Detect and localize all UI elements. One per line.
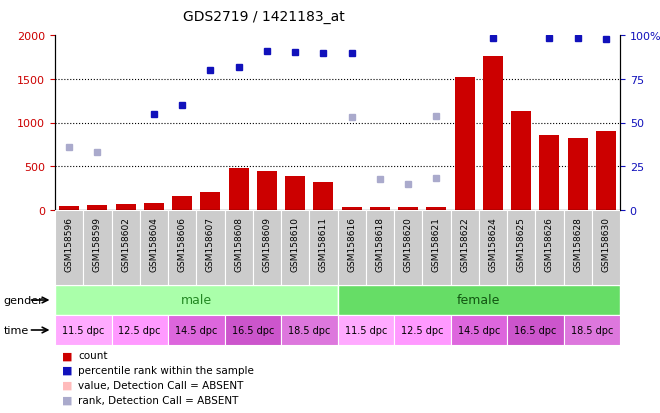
Text: GSM158607: GSM158607 <box>206 216 215 271</box>
Bar <box>592 211 620 285</box>
Bar <box>451 211 478 285</box>
Text: GSM158602: GSM158602 <box>121 216 130 271</box>
Text: GSM158611: GSM158611 <box>319 216 328 271</box>
Bar <box>596 132 616 211</box>
Text: 11.5 dpc: 11.5 dpc <box>62 325 104 335</box>
Bar <box>422 211 451 285</box>
Bar <box>455 78 475 211</box>
Text: ■: ■ <box>61 380 72 390</box>
Text: rank, Detection Call = ABSENT: rank, Detection Call = ABSENT <box>78 395 238 405</box>
Text: percentile rank within the sample: percentile rank within the sample <box>78 365 254 375</box>
Text: GSM158622: GSM158622 <box>460 216 469 271</box>
Text: 12.5 dpc: 12.5 dpc <box>119 325 161 335</box>
Bar <box>398 208 418 211</box>
Bar <box>507 315 564 345</box>
Bar <box>140 211 168 285</box>
Text: male: male <box>181 294 212 307</box>
Text: ■: ■ <box>61 350 72 360</box>
Bar <box>201 192 220 211</box>
Bar <box>507 211 535 285</box>
Bar <box>539 135 559 211</box>
Text: 16.5 dpc: 16.5 dpc <box>232 325 274 335</box>
Bar <box>564 211 592 285</box>
Text: GSM158610: GSM158610 <box>290 216 300 271</box>
Text: GSM158624: GSM158624 <box>488 216 498 271</box>
Text: GSM158596: GSM158596 <box>65 216 74 271</box>
Bar <box>314 183 333 211</box>
Text: GSM158616: GSM158616 <box>347 216 356 271</box>
Bar <box>144 204 164 211</box>
Text: GSM158606: GSM158606 <box>178 216 187 271</box>
Text: female: female <box>457 294 500 307</box>
Text: GSM158620: GSM158620 <box>404 216 412 271</box>
Text: ■: ■ <box>61 395 72 405</box>
Bar <box>366 211 394 285</box>
Bar <box>88 205 108 211</box>
Text: GSM158621: GSM158621 <box>432 216 441 271</box>
Bar <box>55 285 337 315</box>
Bar <box>394 315 451 345</box>
Bar <box>83 211 112 285</box>
Bar <box>478 211 507 285</box>
Text: GSM158604: GSM158604 <box>149 216 158 271</box>
Bar <box>512 112 531 211</box>
Bar <box>564 315 620 345</box>
Text: count: count <box>78 350 108 360</box>
Bar <box>394 211 422 285</box>
Bar <box>172 197 192 211</box>
Text: 16.5 dpc: 16.5 dpc <box>514 325 556 335</box>
Text: GSM158628: GSM158628 <box>573 216 582 271</box>
Text: GSM158608: GSM158608 <box>234 216 243 271</box>
Bar <box>342 208 362 211</box>
Text: 18.5 dpc: 18.5 dpc <box>570 325 613 335</box>
Bar <box>168 211 196 285</box>
Text: 14.5 dpc: 14.5 dpc <box>457 325 500 335</box>
Text: gender: gender <box>3 295 43 305</box>
Bar <box>568 139 587 211</box>
Text: GSM158618: GSM158618 <box>376 216 384 271</box>
Bar <box>310 211 337 285</box>
Bar <box>55 315 112 345</box>
Bar <box>535 211 564 285</box>
Text: ■: ■ <box>61 365 72 375</box>
Bar <box>483 57 503 211</box>
Text: GSM158626: GSM158626 <box>545 216 554 271</box>
Bar <box>229 169 249 211</box>
Bar <box>112 315 168 345</box>
Bar <box>257 172 277 211</box>
Bar <box>337 315 394 345</box>
Text: GSM158609: GSM158609 <box>263 216 271 271</box>
Text: GSM158630: GSM158630 <box>601 216 610 271</box>
Bar <box>253 211 281 285</box>
Bar <box>426 208 446 211</box>
Bar <box>281 211 310 285</box>
Text: 11.5 dpc: 11.5 dpc <box>345 325 387 335</box>
Bar <box>112 211 140 285</box>
Text: 18.5 dpc: 18.5 dpc <box>288 325 331 335</box>
Bar <box>196 211 224 285</box>
Bar <box>55 211 83 285</box>
Bar <box>370 208 390 211</box>
Bar <box>337 211 366 285</box>
Text: 14.5 dpc: 14.5 dpc <box>175 325 217 335</box>
Bar <box>337 285 620 315</box>
Bar <box>285 176 305 211</box>
Text: time: time <box>3 325 28 335</box>
Text: GSM158625: GSM158625 <box>517 216 525 271</box>
Text: value, Detection Call = ABSENT: value, Detection Call = ABSENT <box>78 380 244 390</box>
Bar <box>451 315 507 345</box>
Text: 12.5 dpc: 12.5 dpc <box>401 325 444 335</box>
Text: GSM158599: GSM158599 <box>93 216 102 271</box>
Bar <box>224 211 253 285</box>
Bar <box>168 315 224 345</box>
Bar <box>115 205 135 211</box>
Bar <box>224 315 281 345</box>
Bar <box>59 206 79 211</box>
Bar <box>281 315 337 345</box>
Text: GDS2719 / 1421183_at: GDS2719 / 1421183_at <box>183 10 345 24</box>
